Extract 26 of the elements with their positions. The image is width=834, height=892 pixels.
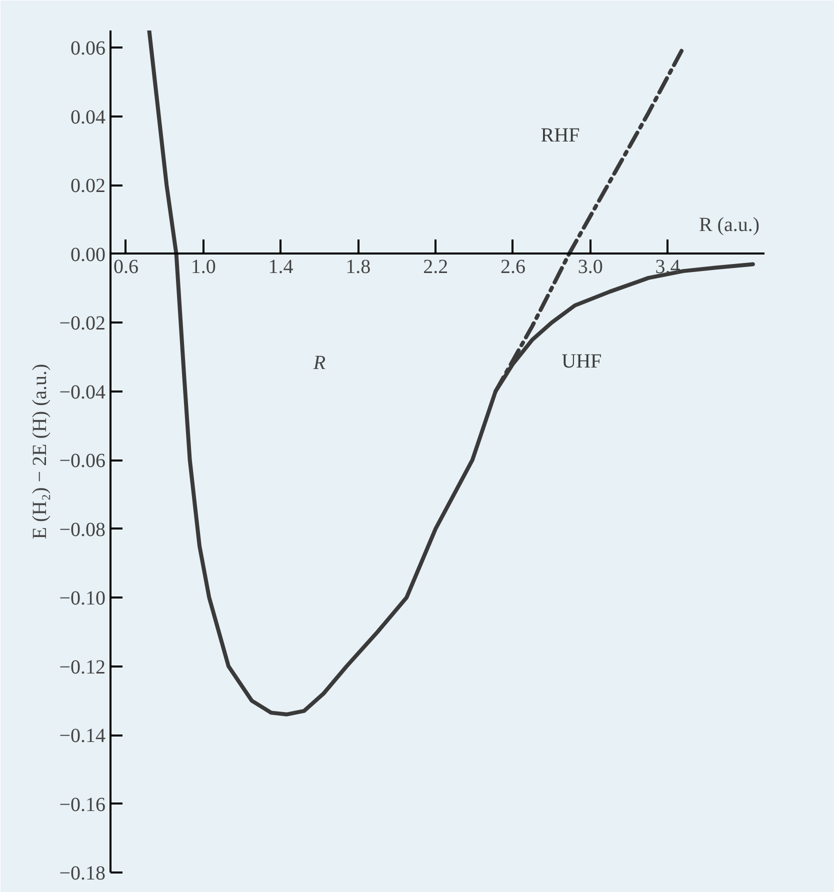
x-tick-label: 1.4	[268, 256, 294, 278]
x-tick-label: 0.6	[113, 256, 138, 278]
y-tick-label: −0.04	[59, 381, 106, 404]
y-tick-label: 0.06	[70, 38, 106, 60]
x-tick-label: 1.0	[190, 256, 216, 278]
x-tick-label: 3.4	[655, 256, 680, 278]
y-tick-label: −0.06	[59, 450, 106, 472]
y-tick-label: 0.00	[70, 244, 106, 266]
x-axis-title: R (a.u.)	[698, 214, 760, 236]
y-tick-label: −0.10	[59, 588, 106, 610]
y-tick-label: 0.02	[70, 175, 106, 198]
y-tick-label: −0.08	[59, 518, 106, 541]
y-tick-label: −0.12	[59, 656, 106, 678]
series-label: UHF	[562, 350, 602, 373]
annotation: R	[312, 352, 326, 374]
y-axis-title: E (H₂) − 2E (H) (a.u.)	[29, 364, 52, 540]
x-tick-label: 1.8	[346, 256, 371, 278]
x-tick-label: 2.2	[423, 256, 448, 278]
text: RHF	[540, 124, 580, 147]
y-tick-label: −0.14	[59, 725, 106, 748]
x-tick-label: 2.6	[500, 256, 526, 278]
y-tick-label: −0.02	[59, 312, 106, 335]
x-tick-label: 3.0	[578, 256, 603, 278]
y-tick-label: −0.16	[59, 794, 106, 816]
y-tick-label: −0.18	[59, 862, 106, 884]
y-tick-label: 0.04	[70, 106, 106, 128]
